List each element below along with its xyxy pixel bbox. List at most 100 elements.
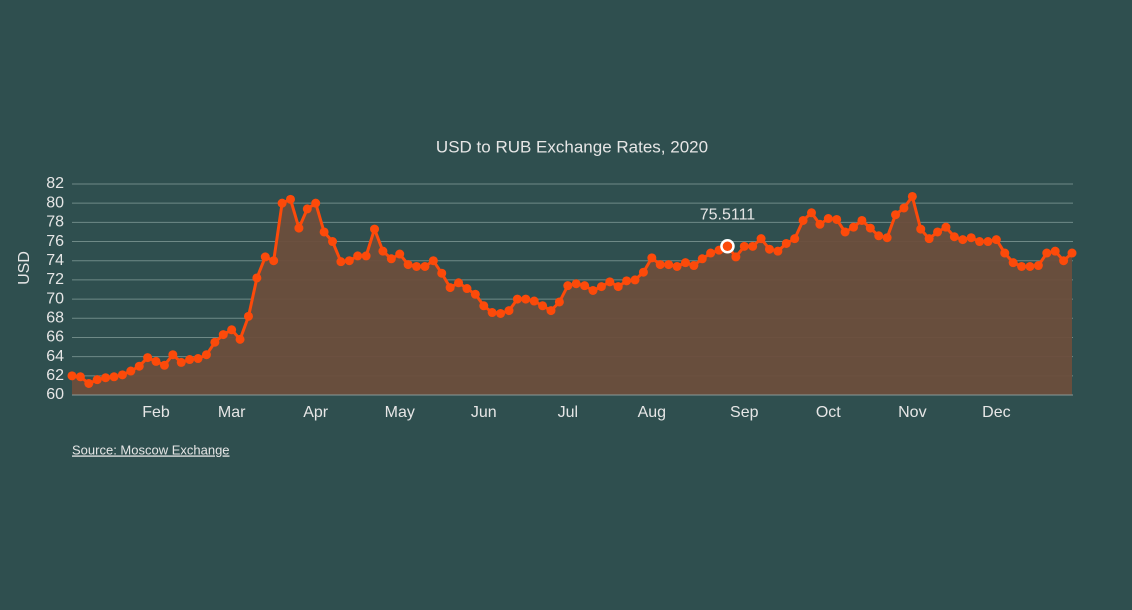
point <box>916 224 926 234</box>
point <box>412 261 422 271</box>
point <box>798 215 808 225</box>
point <box>92 375 102 385</box>
point <box>907 191 917 201</box>
x-tick-label: May <box>385 404 415 421</box>
point <box>806 208 816 218</box>
point <box>823 214 833 224</box>
point <box>344 256 354 266</box>
point <box>126 366 136 376</box>
point <box>832 214 842 224</box>
point <box>420 261 430 271</box>
point <box>680 258 690 268</box>
point <box>748 241 758 251</box>
y-tick-label: 70 <box>46 290 64 307</box>
point <box>949 232 959 242</box>
point <box>899 203 909 213</box>
x-tick-label: Apr <box>303 404 329 421</box>
point <box>1008 258 1018 268</box>
point <box>554 297 564 307</box>
point <box>689 261 699 271</box>
point <box>353 251 363 261</box>
y-tick-label: 76 <box>46 233 64 250</box>
point <box>882 233 892 243</box>
point <box>958 235 968 245</box>
point <box>67 371 77 381</box>
y-tick-label: 66 <box>46 329 64 346</box>
point <box>277 198 287 208</box>
point <box>470 289 480 299</box>
point <box>504 306 514 316</box>
point <box>336 257 346 267</box>
point <box>487 308 497 318</box>
x-tick-label: Sep <box>730 404 759 421</box>
point <box>1067 248 1077 258</box>
point <box>571 279 581 289</box>
point <box>1050 246 1060 256</box>
point <box>849 222 859 232</box>
point <box>706 248 716 258</box>
point <box>84 378 94 388</box>
highlighted-point <box>720 238 735 254</box>
y-tick-label: 78 <box>46 214 64 231</box>
point <box>697 254 707 264</box>
point <box>941 222 951 232</box>
y-tick-label: 62 <box>46 367 64 384</box>
point <box>1017 261 1027 271</box>
point <box>563 281 573 291</box>
point <box>613 282 623 292</box>
point <box>840 227 850 237</box>
point <box>210 337 220 347</box>
point <box>1059 256 1069 266</box>
point <box>731 252 741 262</box>
point <box>252 273 262 283</box>
point <box>109 372 119 382</box>
point <box>269 256 279 266</box>
point <box>1025 261 1035 271</box>
point <box>445 283 455 293</box>
x-tick-label: Jun <box>471 404 497 421</box>
point <box>672 261 682 271</box>
point <box>227 325 237 335</box>
point <box>201 350 211 360</box>
point <box>975 237 985 247</box>
point <box>664 260 674 270</box>
y-tick-label: 82 <box>46 175 64 192</box>
x-tick-label: Aug <box>638 404 666 421</box>
chart-title: USD to RUB Exchange Rates, 2020 <box>436 137 708 156</box>
point <box>815 219 825 229</box>
point <box>302 204 312 214</box>
x-tick-label: Jul <box>558 404 578 421</box>
y-tick-label: 80 <box>46 194 64 211</box>
point <box>285 194 295 204</box>
point <box>874 231 884 241</box>
point <box>966 233 976 243</box>
point <box>386 254 396 264</box>
point <box>622 276 632 286</box>
point <box>168 350 178 360</box>
source-link[interactable]: Source: Moscow Exchange <box>72 442 230 457</box>
point <box>790 234 800 244</box>
point <box>159 360 169 370</box>
point <box>101 373 111 383</box>
point <box>328 237 338 247</box>
point <box>596 282 606 292</box>
point <box>891 210 901 220</box>
point <box>1000 248 1010 258</box>
y-tick-label: 72 <box>46 271 64 288</box>
x-tick-label: Nov <box>898 404 926 421</box>
y-tick-label: 74 <box>46 252 64 269</box>
point <box>529 296 539 306</box>
point <box>764 244 774 254</box>
point <box>378 246 388 256</box>
point <box>134 361 144 371</box>
point <box>176 357 186 367</box>
point <box>739 241 749 251</box>
point <box>437 268 447 278</box>
y-tick-label: 60 <box>46 386 64 403</box>
point <box>512 294 522 304</box>
x-tick-label: Dec <box>982 404 1010 421</box>
point <box>546 306 556 316</box>
point <box>1042 248 1052 258</box>
point <box>454 278 464 288</box>
point <box>117 370 127 380</box>
